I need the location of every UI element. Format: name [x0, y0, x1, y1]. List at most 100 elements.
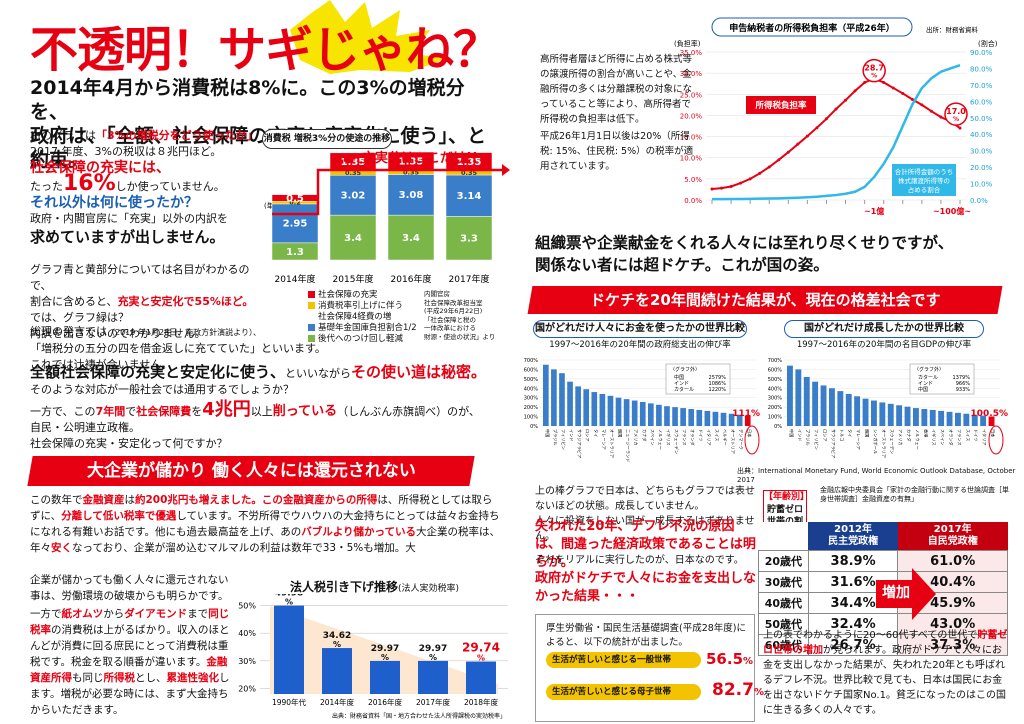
text: 「増税分の五分の四を借金返しに充てていた」といいます。: [30, 342, 326, 355]
world-chart-bar: [845, 393, 852, 426]
paragraph-financial-assets: この数年で金融資産は約200兆円も増えました。この金融資産からの所得は、所得税と…: [30, 492, 500, 556]
chart3-x-mark: ~1億: [864, 206, 884, 216]
chart2-y-tick: 40%: [238, 629, 256, 638]
world-chart-outlier-country: インド: [918, 381, 933, 387]
chart1-category-label: 2016年度: [391, 273, 432, 285]
world-chart-bar: [664, 406, 670, 426]
world-chart-country-label: スペイン: [940, 429, 945, 445]
text: 自民・公明連立政権。: [30, 421, 140, 434]
cell-2017: 61.0%: [897, 550, 1008, 572]
world-chart-y-tick: 600%: [768, 367, 783, 373]
chart2-y-tick: 50%: [238, 602, 256, 611]
legend-label: 社会保障の充実: [318, 290, 378, 300]
source-line: 「社会保障と税の: [424, 315, 476, 324]
survey-single-mother-value: 82.7%: [712, 680, 764, 700]
chart3-right-axis-label: (割合): [978, 39, 998, 48]
chart3-burden-point: [748, 177, 752, 181]
text: 内訳を出さないのでわかりません。: [30, 327, 206, 340]
legend-label: 後代へのつけ回し軽減: [318, 334, 404, 344]
text: 貧乏になったのはこの国に生きる多くの人々です。: [763, 690, 1006, 716]
chart3-burden-point: [939, 115, 943, 119]
text: バブルより儲かっている: [301, 526, 416, 538]
chart2-y-tick: 30%: [238, 657, 256, 666]
legend-swatch: [308, 335, 315, 342]
world-chart-country-label: オランダ: [689, 429, 696, 446]
legend-swatch: [308, 291, 315, 298]
cell-age: 40歳代: [758, 592, 809, 614]
text: 関係ない者には超ドケチ。これが国の姿。: [535, 256, 829, 274]
chart3-left-tick: 5.0%: [684, 176, 702, 184]
text: とし、: [135, 672, 167, 684]
world-chart-bar: [955, 412, 961, 426]
source-line: 一体改革における: [424, 324, 476, 332]
chart1-value-label: 3.14: [457, 191, 482, 202]
chart1-value-label: 3.08: [399, 190, 424, 201]
chart1-bar-segment: [445, 216, 493, 261]
chart3-left-tick: 25.0%: [680, 91, 703, 99]
starburst-decoration: [290, 0, 448, 74]
paragraph-conclusion: 上の表でわかるように20～60代すべての世代で貯蓄ゼロ世帯の増加が見られます。政…: [763, 628, 1010, 718]
world-chart-country-label: ノルウェー: [657, 429, 664, 450]
world-chart-country-label: マレーシア: [600, 429, 606, 450]
world-chart-country-label: ブラジル: [805, 429, 812, 446]
world-chart-country-label: オランダ: [948, 429, 955, 446]
chart1-value-label: 0.2: [289, 199, 301, 207]
chart1-bar-segment: [387, 174, 435, 216]
left-page: [290, 0, 448, 74]
world-chart-y-tick: 400%: [524, 386, 539, 392]
chart2-corporate-tax-bars: 50% 40% 30% 20% 49.98% 1990年代 34.62% 2014年度 29.9…: [238, 594, 508, 720]
world-chart-y-tick: 0%: [774, 424, 782, 430]
world-chart-bar: [896, 405, 903, 426]
survey-single-mother-label: 生活が苦しいと感じる母子世帯: [546, 684, 701, 700]
paragraph-secret-usage: 全額社会保障の充実と安定化に使う、といいながらその使い道は秘密。 そのような対応…: [30, 362, 500, 398]
world-chart-country-label: カナダ: [641, 429, 648, 442]
chart2-bar: [418, 660, 448, 694]
chart3-burden-tag: [746, 96, 816, 114]
chart3-left-tick: 15.0%: [680, 134, 703, 142]
unit: %: [743, 656, 754, 667]
world-chart-country-label: スペイン: [650, 429, 655, 445]
cell-2012: 26.7%: [807, 634, 899, 656]
text: 求めていますが出しません。: [30, 228, 225, 246]
chart3-burden-point: [729, 184, 733, 188]
cell-age: 60歳代: [758, 634, 809, 656]
text: の消費税は上がるばかり。収入のほとんどが消費に回る庶民にとって消費税は重税です。…: [30, 624, 230, 668]
chart3-burden-point: [767, 165, 771, 169]
chart3-peak-circle: [862, 58, 886, 83]
chart2-bar: [322, 648, 352, 694]
paragraph-social-security-cut: 一方で、この7年間で社会保障費を4兆円以上削っている（しんぶん赤旗調べ）のが、 …: [30, 401, 500, 452]
source-line: 財源・使途の状況」より: [424, 332, 496, 341]
survey-general-households-label: 生活が苦しいと感じる一般世帯: [546, 652, 701, 668]
chart3-right-tick: 40.0%: [970, 131, 993, 139]
chart1-legend: 社会保障の充実 消費税率引上げに伴う 社会保障4経費の増 基礎年金国庫負担割合1…: [308, 290, 417, 345]
text: 安く: [51, 542, 72, 554]
world-chart-country-label: ドイツ: [974, 429, 979, 442]
chart2-value-label: 34.62: [323, 631, 351, 641]
world-chart-country-label: フィリピン: [561, 429, 566, 450]
world-chart-country-label: イタリア: [981, 429, 988, 446]
world-chart-country-label: サウジアラビア: [830, 429, 837, 458]
world-chart-outlier-country: インド: [674, 381, 689, 387]
world-chart-bar: [599, 393, 606, 426]
world-chart-country-label: ノルウェー: [914, 429, 921, 450]
text: 紙オムツ: [61, 608, 104, 620]
value: 56.5: [706, 650, 744, 668]
chart3-share-line: [712, 63, 961, 201]
chart3-left-tick: 0.0%: [684, 197, 702, 205]
cell-age: 50歳代: [758, 613, 809, 635]
world-chart-country-label: トルコ: [839, 429, 844, 441]
world-chart-country-label: フランス: [956, 429, 962, 446]
world-chart-country-label: フランス: [681, 429, 687, 446]
text: そのような対応が一般社会では通用するでしょうか？: [30, 383, 294, 396]
world-chart-bar: [648, 403, 654, 426]
text: それ以外は何に使ったか？: [30, 195, 198, 211]
chart3-share-tag-label: 合計所得金額のうち: [895, 167, 954, 176]
world-chart-country-label: オーストラリア: [608, 429, 614, 458]
world-chart-outlier-country: 中国: [918, 386, 928, 393]
world-chart-outlier-country: カタール: [674, 386, 694, 393]
chart3-right-tick: 50.0%: [970, 115, 993, 123]
world-chart-country-label: イギリス: [666, 429, 671, 446]
chart2-y-tick: 20%: [238, 684, 256, 693]
text: たった: [30, 180, 63, 193]
value: 82.7: [712, 680, 754, 700]
